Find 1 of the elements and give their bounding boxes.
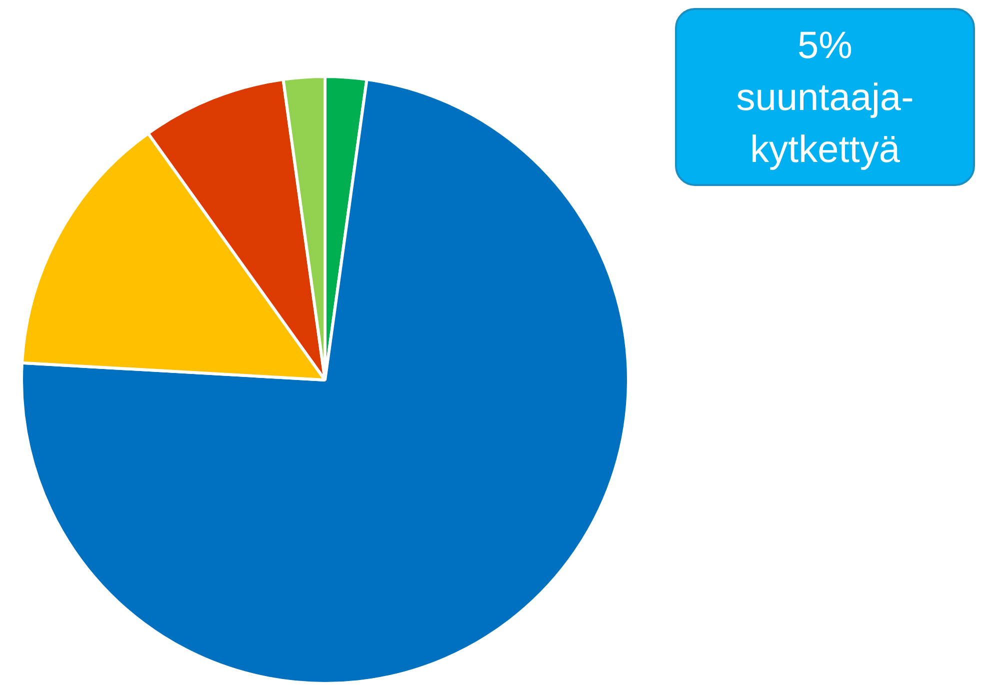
text: 5% suuntaaja- kytkettyä (675, 8, 975, 186)
